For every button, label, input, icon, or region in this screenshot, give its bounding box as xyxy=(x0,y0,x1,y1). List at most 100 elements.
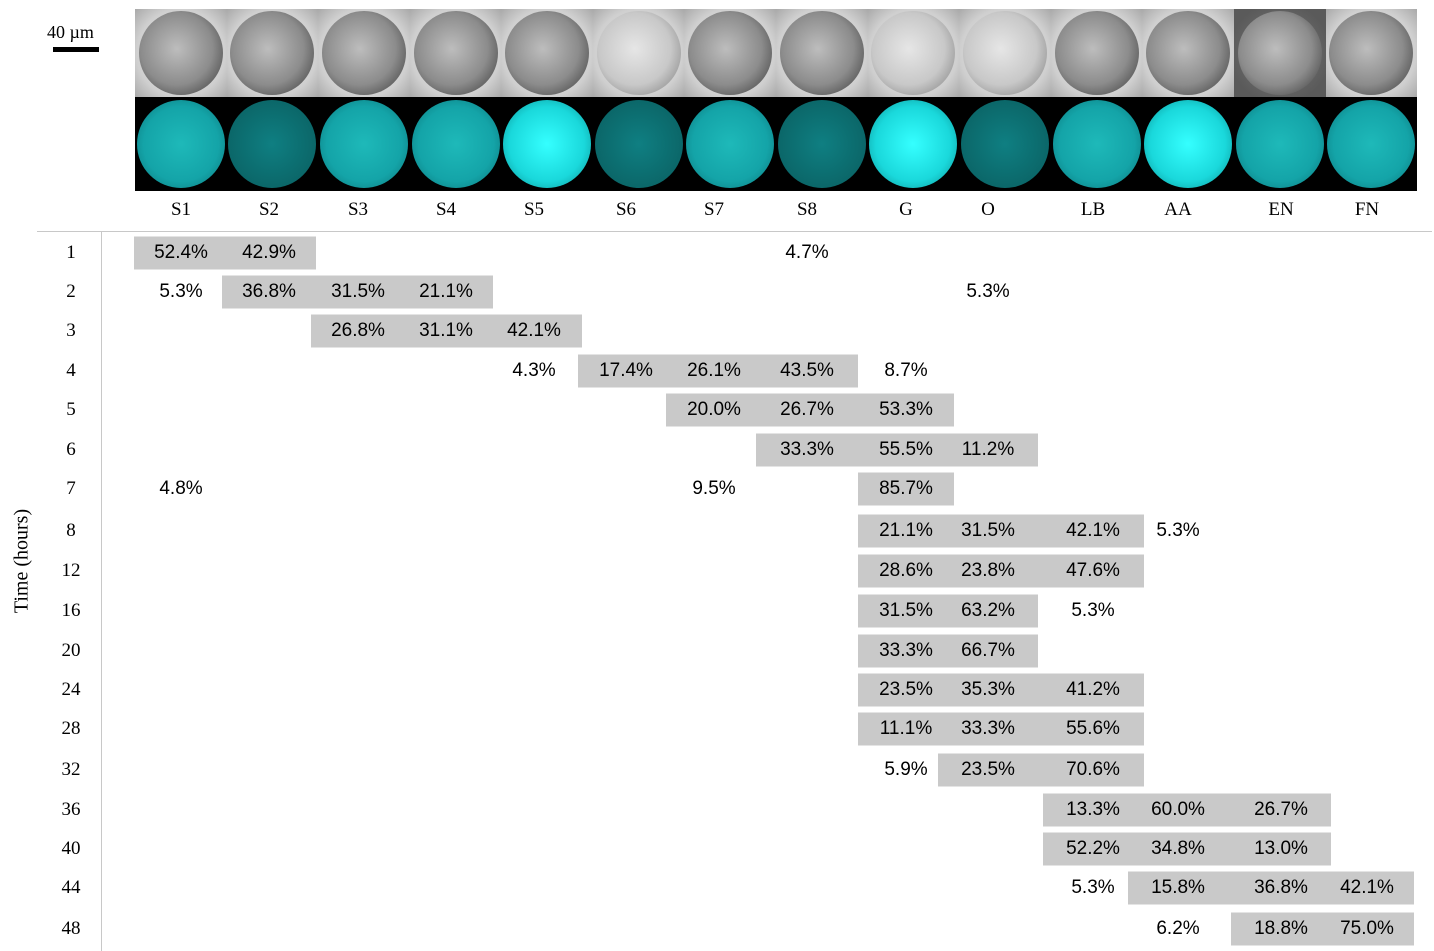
percentage-cell: 4.8% xyxy=(159,478,203,499)
fluorescence-image-aa xyxy=(1142,97,1234,191)
percentage-cell: 8.7% xyxy=(884,360,928,381)
percentage-cell: 47.6% xyxy=(1066,560,1120,581)
brightfield-image-s2 xyxy=(226,9,319,97)
time-label: 5 xyxy=(66,399,76,420)
percentage-cell: 35.3% xyxy=(961,679,1015,700)
majority-band xyxy=(1128,871,1414,905)
brightfield-image-en xyxy=(1233,9,1326,97)
majority-band xyxy=(133,236,317,270)
stage-label: S7 xyxy=(703,199,725,220)
brightfield-image-s5 xyxy=(501,9,593,97)
time-label: 2 xyxy=(66,281,76,302)
percentage-cell: 60.0% xyxy=(1151,799,1205,820)
fluorescence-image-s4 xyxy=(410,97,502,191)
embryo-disc xyxy=(1329,11,1414,95)
majority-band xyxy=(310,314,582,348)
embryo-disc xyxy=(1052,100,1141,188)
brightfield-image-lb xyxy=(1050,9,1143,97)
time-label: 28 xyxy=(61,718,81,739)
percentage-cell: 23.5% xyxy=(879,679,933,700)
percentage-cell: 34.8% xyxy=(1151,838,1205,859)
time-label: 6 xyxy=(66,439,76,460)
percentage-cell: 52.4% xyxy=(154,242,208,263)
brightfield-image-strip xyxy=(135,9,1418,97)
embryo-disc xyxy=(688,11,773,95)
percentage-cell: 23.8% xyxy=(961,560,1015,581)
percentage-cell: 36.8% xyxy=(1254,877,1308,898)
percentage-cell: 31.5% xyxy=(879,600,933,621)
percentage-cell: 42.1% xyxy=(1066,520,1120,541)
embryo-disc xyxy=(779,11,864,95)
stage-label: FN xyxy=(1354,199,1380,220)
time-label: 36 xyxy=(61,799,81,820)
brightfield-image-g xyxy=(867,9,960,97)
percentage-cell: 4.7% xyxy=(785,242,829,263)
percentage-cell: 31.1% xyxy=(419,320,473,341)
fluorescence-image-fn xyxy=(1326,97,1418,191)
embryo-disc xyxy=(871,11,956,95)
time-label: 3 xyxy=(66,320,76,341)
percentage-cell: 5.3% xyxy=(966,281,1010,302)
percentage-cell: 42.1% xyxy=(507,320,561,341)
fluorescence-image-g xyxy=(868,97,960,191)
percentage-cell: 75.0% xyxy=(1340,918,1394,939)
percentage-cell: 63.2% xyxy=(961,600,1015,621)
embryo-disc xyxy=(138,11,223,95)
percentage-cell: 5.3% xyxy=(159,281,203,302)
time-label: 32 xyxy=(61,759,81,780)
time-label: 1 xyxy=(66,242,76,263)
fluorescence-image-lb xyxy=(1051,97,1143,191)
majority-band xyxy=(221,275,493,309)
percentage-cell: 28.6% xyxy=(879,560,933,581)
percentage-cell: 17.4% xyxy=(599,360,653,381)
percentage-cell: 23.5% xyxy=(961,759,1015,780)
percentage-cell: 55.6% xyxy=(1066,718,1120,739)
time-label: 44 xyxy=(61,877,81,898)
embryo-disc xyxy=(1146,11,1231,95)
header-divider xyxy=(37,231,1432,232)
percentage-cell: 43.5% xyxy=(780,360,834,381)
percentage-cell: 31.5% xyxy=(961,520,1015,541)
percentage-cell: 5.3% xyxy=(1156,520,1200,541)
majority-band xyxy=(1042,832,1332,866)
embryo-disc xyxy=(1327,100,1416,188)
stage-label: O xyxy=(981,199,995,220)
stage-label: AA xyxy=(1164,199,1192,220)
embryo-disc xyxy=(594,100,683,188)
stage-label: S4 xyxy=(435,199,457,220)
percentage-cell: 42.9% xyxy=(242,242,296,263)
majority-band xyxy=(756,433,1038,467)
majority-band xyxy=(1230,912,1414,946)
embryo-disc xyxy=(1237,11,1322,95)
fluorescence-image-o xyxy=(959,97,1051,191)
embryo-disc xyxy=(596,11,681,95)
percentage-cell: 26.1% xyxy=(687,360,741,381)
embryo-disc xyxy=(1235,100,1324,188)
percentage-cell: 26.8% xyxy=(331,320,385,341)
percentage-cell: 13.0% xyxy=(1254,838,1308,859)
fluorescence-image-s1 xyxy=(135,97,227,191)
brightfield-image-s6 xyxy=(592,9,685,97)
time-label: 24 xyxy=(61,679,81,700)
majority-band xyxy=(578,354,858,388)
majority-band xyxy=(857,472,955,506)
percentage-cell: 5.3% xyxy=(1071,600,1115,621)
stage-label: EN xyxy=(1268,199,1294,220)
majority-band xyxy=(857,712,1144,746)
percentage-cell: 15.8% xyxy=(1151,877,1205,898)
percentage-cell: 21.1% xyxy=(419,281,473,302)
time-label: 7 xyxy=(66,478,76,499)
brightfield-image-s8 xyxy=(776,9,868,97)
brightfield-image-s3 xyxy=(318,9,410,97)
percentage-cell: 5.3% xyxy=(1071,877,1115,898)
scale-bar xyxy=(53,47,99,52)
percentage-cell: 31.5% xyxy=(331,281,385,302)
embryo-disc xyxy=(686,100,775,188)
percentage-cell: 33.3% xyxy=(879,640,933,661)
embryo-disc xyxy=(411,100,500,188)
embryo-disc xyxy=(962,11,1047,95)
percentage-cell: 20.0% xyxy=(687,399,741,420)
embryo-disc xyxy=(1054,11,1139,95)
percentage-cell: 33.3% xyxy=(780,439,834,460)
percentage-cell: 33.3% xyxy=(961,718,1015,739)
